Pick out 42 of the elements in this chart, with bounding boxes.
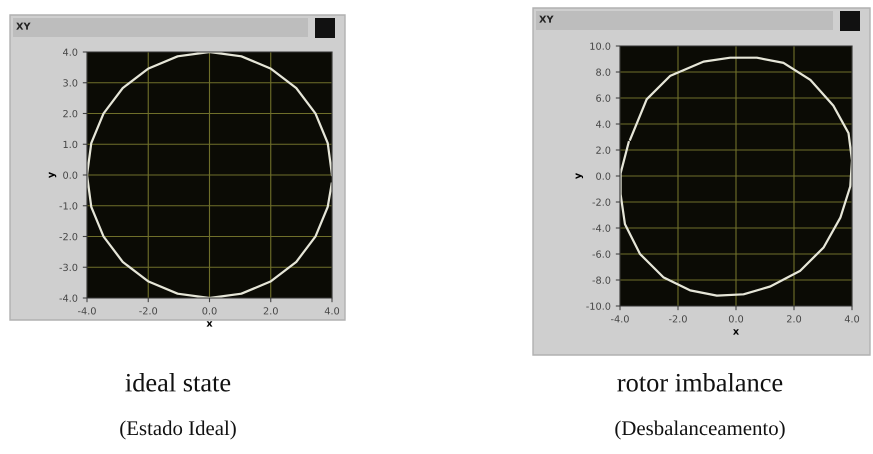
x-tick-label: 4.0 — [324, 307, 340, 315]
y-tick-label: 3.0 — [63, 79, 78, 87]
text: ideal state — [125, 373, 230, 392]
x-tick-label: 4.0 — [844, 315, 860, 323]
y-tick-label: 10.0 — [590, 42, 610, 50]
chart-title: XY — [539, 16, 554, 23]
y-tick-label: 1.0 — [64, 140, 78, 148]
y-axis-title: y — [48, 172, 56, 178]
y-tick-label: -1.0 — [59, 202, 78, 210]
x-tick-label: -4.0 — [78, 307, 96, 315]
y-tick-label: 4.0 — [596, 120, 610, 128]
y-tick-label: -2.0 — [592, 198, 610, 206]
y-tick-label: 0.0 — [596, 172, 610, 180]
line-series — [620, 56, 852, 297]
x-tick-label: -2.0 — [668, 315, 687, 323]
chart-title: XY — [16, 22, 31, 30]
y-tick-label: -10.0 — [586, 302, 610, 310]
y-tick-label: 8.0 — [596, 68, 610, 76]
x-tick-label: 2.0 — [786, 315, 802, 323]
y-tick-label: -2.0 — [59, 232, 78, 240]
x-tick-label: 0.0 — [728, 315, 744, 323]
y-tick-label: -4.0 — [59, 294, 78, 302]
x-tick-label: 2.0 — [264, 307, 278, 315]
y-tick-label: -3.0 — [59, 264, 78, 272]
line-series — [87, 52, 332, 298]
y-tick-label: 6.0 — [596, 94, 610, 102]
y-tick-label: 4.0 — [62, 48, 78, 56]
y-tick-label: 2.0 — [63, 110, 78, 118]
x-axis-title: x — [206, 321, 212, 327]
text: rotor imbalance — [617, 373, 782, 392]
x-axis-title: x — [733, 329, 739, 335]
y-tick-label: 2.0 — [596, 146, 610, 154]
y-tick-label: -8.0 — [592, 276, 610, 284]
text: (Estado Ideal) — [120, 420, 236, 440]
x-tick-label: 0.0 — [202, 307, 217, 315]
y-tick-label: 0.0 — [63, 171, 78, 179]
y-tick-label: -4.0 — [592, 224, 610, 232]
x-tick-label: -2.0 — [139, 307, 158, 315]
x-tick-label: -4.0 — [610, 315, 629, 323]
y-tick-label: -6.0 — [592, 250, 610, 258]
text: (Desbalanceamento) — [615, 420, 785, 440]
y-axis-title: y — [576, 173, 584, 180]
